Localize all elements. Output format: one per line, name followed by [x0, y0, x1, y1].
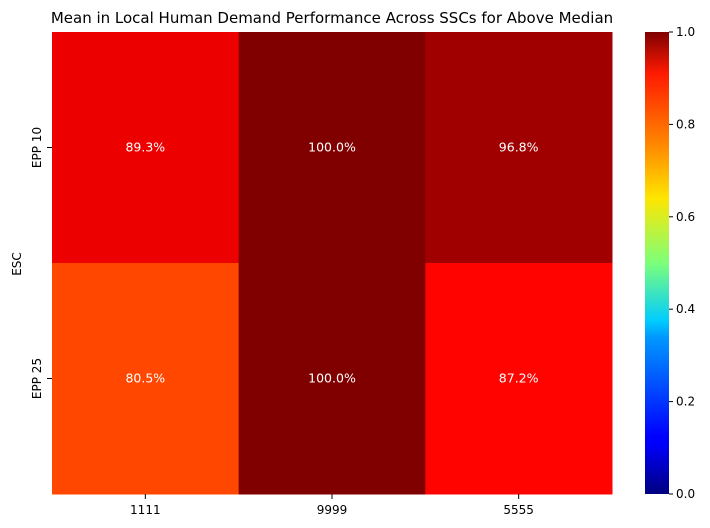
heatmap-cell — [238, 32, 426, 264]
x-tick-label: 1111 — [130, 503, 161, 517]
x-tick-label: 9999 — [317, 503, 348, 517]
cell-value-label: 80.5% — [125, 371, 165, 386]
colorbar-gradient — [645, 32, 669, 494]
colorbar-tick-label: 0.8 — [676, 117, 695, 131]
y-tick-label: EPP 25 — [30, 358, 44, 399]
colorbar-tick-label: 0.4 — [676, 302, 695, 316]
cell-value-label: 96.8% — [499, 140, 539, 155]
y-axis: EPP 10 EPP 25 — [30, 127, 52, 399]
heatmap-cell — [52, 263, 240, 495]
colorbar-tick-label: 0.2 — [676, 395, 695, 409]
heatmap-cell — [425, 32, 613, 264]
chart-title: Mean in Local Human Demand Performance A… — [51, 9, 613, 27]
heatmap-cell — [238, 263, 426, 495]
heatmap-cell — [425, 263, 613, 495]
cell-value-label: 100.0% — [308, 140, 356, 155]
x-tick-label: 5555 — [503, 503, 534, 517]
colorbar-tick-label: 0.0 — [676, 487, 695, 501]
y-axis-label: ESC — [10, 252, 24, 276]
heatmap-cells: 89.3% 100.0% 96.8% 80.5% 100.0% 87.2% — [52, 32, 613, 495]
cell-value-label: 87.2% — [499, 371, 539, 386]
cell-value-label: 100.0% — [308, 371, 356, 386]
cell-value-label: 89.3% — [125, 140, 165, 155]
x-axis: 1111 9999 5555 — [130, 494, 534, 517]
colorbar-tick-label: 1.0 — [676, 25, 695, 39]
heatmap-cell — [52, 32, 240, 264]
colorbar-tick-label: 0.6 — [676, 210, 695, 224]
y-tick-label: EPP 10 — [30, 127, 44, 168]
colorbar: 0.0 0.2 0.4 0.6 0.8 1.0 — [645, 25, 695, 501]
